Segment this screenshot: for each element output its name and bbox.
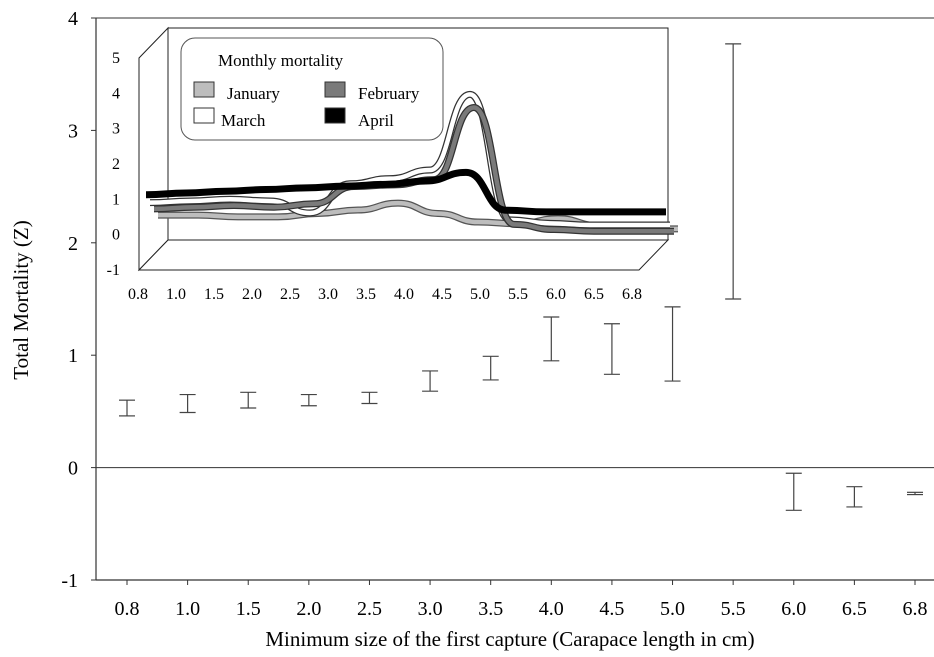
inset-y-tick-label: 3 <box>112 121 120 138</box>
y-tick-label: 4 <box>68 8 78 30</box>
error-bar <box>179 393 196 414</box>
error-bar <box>300 393 317 407</box>
legend-label: January <box>227 84 280 103</box>
error-bar <box>664 306 681 382</box>
x-tick-label: 0.8 <box>115 598 140 620</box>
legend-entry-february: February <box>324 81 420 103</box>
error-bar <box>846 486 863 508</box>
y-tick-label: -1 <box>61 570 78 592</box>
x-tick-label: 6.0 <box>781 598 806 620</box>
main-error-bars <box>119 43 923 511</box>
legend-entry-january: January <box>193 81 280 103</box>
series-line-march <box>149 90 670 229</box>
y-axis-label: Total Mortality (Z) <box>9 220 33 380</box>
x-tick-label: 4.0 <box>539 598 564 620</box>
x-tick-label: 6.8 <box>903 598 928 620</box>
x-tick-label: 5.5 <box>721 598 746 620</box>
legend-box <box>180 37 444 141</box>
inset-x-tick-label: 6.5 <box>584 286 604 303</box>
error-bar <box>907 491 923 496</box>
inset-legend: Monthly mortality January February March Ap… <box>180 37 444 141</box>
error-bar <box>422 370 439 392</box>
inset-y-tick-label: -1 <box>107 262 120 279</box>
main-plot-axes: -1 0 1 2 3 4 0.8 1.0 1.5 2.0 2.5 3.0 3.5 4.0 4.5 5.0 5.5… <box>61 8 934 620</box>
series-line-april <box>145 168 666 216</box>
error-bar <box>543 316 560 362</box>
inset-series-lines <box>145 90 678 235</box>
error-bar <box>361 391 378 405</box>
x-tick-label: 2.5 <box>357 598 382 620</box>
inset-y-tick-label: 4 <box>112 85 120 102</box>
y-tick-label: 0 <box>68 458 78 480</box>
inset-x-tick-label: 0.8 <box>128 286 148 303</box>
legend-swatch <box>324 107 346 124</box>
error-bar <box>482 355 499 381</box>
legend-entry-march: March <box>193 107 266 130</box>
x-tick-label: 5.0 <box>660 598 685 620</box>
inset-y-tick-label: 0 <box>112 227 120 244</box>
x-tick-label: 1.0 <box>175 598 200 620</box>
legend-swatch <box>324 81 346 98</box>
inset-y-tick-label: 2 <box>112 156 120 173</box>
error-bar <box>603 323 620 375</box>
error-bar <box>785 472 802 511</box>
inset-y-tick-label: 5 <box>112 50 120 67</box>
x-axis-label: Minimum size of the first capture (Carap… <box>265 627 754 651</box>
error-bar <box>119 399 135 417</box>
error-bar <box>725 43 742 300</box>
inset-x-tick-label: 3.0 <box>318 286 338 303</box>
legend-label: March <box>221 111 266 130</box>
inset-x-tick-label: 4.0 <box>394 286 414 303</box>
inset-x-tick-label: 5.5 <box>508 286 528 303</box>
inset-x-tick-label: 5.0 <box>470 286 490 303</box>
legend-swatch <box>193 81 215 98</box>
legend-label: February <box>358 84 420 103</box>
y-tick-label: 1 <box>68 345 78 367</box>
inset-x-tick-label: 6.8 <box>622 286 642 303</box>
inset-x-tick-label: 2.0 <box>242 286 262 303</box>
legend-title: Monthly mortality <box>218 51 344 70</box>
inset-x-tick-label: 6.0 <box>546 286 566 303</box>
inset-x-tick-label: 1.5 <box>204 286 224 303</box>
inset-y-tick-label: 1 <box>112 191 120 208</box>
inset-chart: -1 0 1 2 3 4 5 0.8 1.0 1.5 2.0 2.5 3.0 3.5 4.0 4.5 5.0 5.… <box>107 26 678 303</box>
inset-x-tick-label: 2.5 <box>280 286 300 303</box>
x-tick-label: 3.0 <box>418 598 443 620</box>
inset-x-tick-label: 3.5 <box>356 286 376 303</box>
x-tick-label: 6.5 <box>842 598 867 620</box>
inset-side-wall <box>138 26 169 272</box>
legend-label: April <box>358 111 394 130</box>
x-tick-label: 2.0 <box>296 598 321 620</box>
x-tick-label: 4.5 <box>599 598 624 620</box>
legend-entry-april: April <box>324 107 394 130</box>
x-tick-label: 1.5 <box>236 598 261 620</box>
error-bar <box>240 391 257 409</box>
inset-floor <box>137 239 670 271</box>
x-tick-label: 3.5 <box>478 598 503 620</box>
y-tick-label: 3 <box>68 120 78 142</box>
inset-x-tick-label: 1.0 <box>166 286 186 303</box>
y-tick-label: 2 <box>68 233 78 255</box>
inset-x-tick-label: 4.5 <box>432 286 452 303</box>
inset-ticks: -1 0 1 2 3 4 5 0.8 1.0 1.5 2.0 2.5 3.0 3.5 4.0 4.5 5.0 5.… <box>107 50 642 303</box>
legend-swatch <box>193 107 215 124</box>
